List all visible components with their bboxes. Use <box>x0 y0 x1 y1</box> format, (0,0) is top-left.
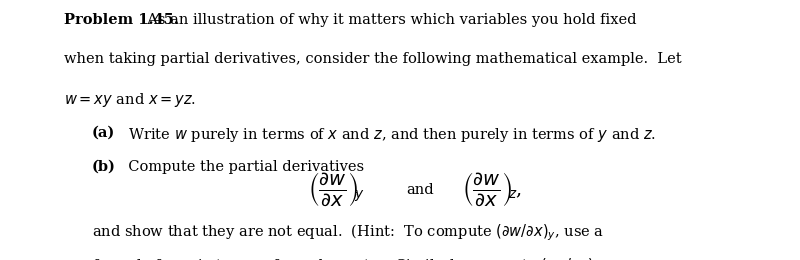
Text: Compute the partial derivatives: Compute the partial derivatives <box>119 160 364 174</box>
Text: (b): (b) <box>92 160 116 174</box>
Text: Write $w$ purely in terms of $x$ and $z$, and then purely in terms of $y$ and $z: Write $w$ purely in terms of $x$ and $z$… <box>119 126 656 144</box>
Text: and: and <box>406 183 434 197</box>
Text: Problem 1.45.: Problem 1.45. <box>64 13 179 27</box>
Text: (a): (a) <box>92 126 115 140</box>
Text: $w = xy$ and $x = yz$.: $w = xy$ and $x = yz$. <box>64 91 196 109</box>
Text: $\left(\dfrac{\partial w}{\partial x}\right)_{\!\!y}$: $\left(\dfrac{\partial w}{\partial x}\ri… <box>308 171 364 209</box>
Text: formula for $w$ in terms of $x$ and $y$, not $z$.  Similarly, compute $(\partial: formula for $w$ in terms of $x$ and $y$,… <box>92 256 601 260</box>
Text: when taking partial derivatives, consider the following mathematical example.  L: when taking partial derivatives, conside… <box>64 52 682 66</box>
Text: and show that they are not equal.  (Hint:  To compute $(\partial w/\partial x)_y: and show that they are not equal. (Hint:… <box>92 222 604 243</box>
Text: $\left(\dfrac{\partial w}{\partial x}\right)_{\!\!z}$,: $\left(\dfrac{\partial w}{\partial x}\ri… <box>462 171 522 209</box>
Text: As an illustration of why it matters which variables you hold fixed: As an illustration of why it matters whi… <box>138 13 637 27</box>
